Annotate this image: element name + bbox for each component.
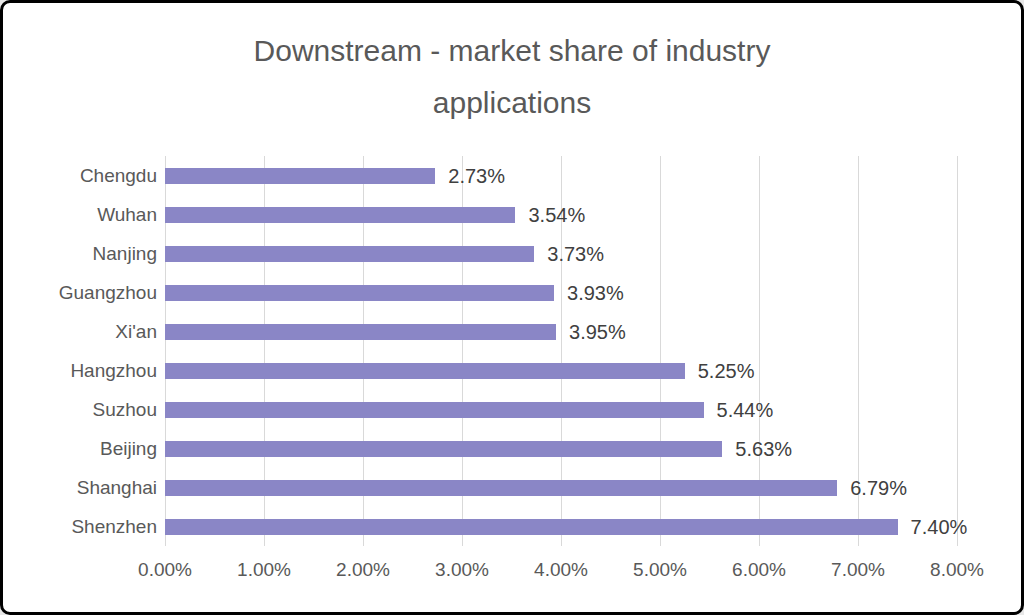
bar (165, 441, 722, 457)
bar (165, 480, 837, 496)
x-axis: 0.00%1.00%2.00%3.00%4.00%5.00%6.00%7.00%… (165, 559, 957, 589)
bar (165, 363, 685, 379)
value-label: 3.95% (569, 322, 626, 342)
bar-row: 5.44% (165, 390, 957, 429)
value-label: 5.63% (735, 439, 792, 459)
category-label: Beijing (3, 429, 157, 468)
bar (165, 168, 435, 184)
x-tick-label: 8.00% (930, 559, 984, 581)
bar-row: 3.93% (165, 273, 957, 312)
gridline (957, 156, 958, 546)
bar-rows: 2.73% 3.54% 3.73% 3.93% 3.95% 5.25% 5.44% 5.63%… (165, 156, 957, 546)
category-label: Hangzhou (3, 351, 157, 390)
x-tick-label: 4.00% (534, 559, 588, 581)
chart-title: Downstream - market share of industry ap… (182, 25, 842, 129)
bar-row: 2.73% (165, 156, 957, 195)
value-label: 5.44% (717, 400, 774, 420)
bar (165, 324, 556, 340)
y-axis-category-labels: ChengduWuhanNanjingGuangzhouXi'anHangzho… (3, 156, 157, 546)
category-label: Nanjing (3, 234, 157, 273)
value-label: 3.93% (567, 283, 624, 303)
bar-row: 6.79% (165, 468, 957, 507)
category-label: Wuhan (3, 195, 157, 234)
category-label: Chengdu (3, 156, 157, 195)
x-tick-label: 2.00% (336, 559, 390, 581)
category-label: Suzhou (3, 390, 157, 429)
x-tick-label: 6.00% (732, 559, 786, 581)
category-label: Shanghai (3, 468, 157, 507)
value-label: 2.73% (448, 166, 505, 186)
bar (165, 519, 898, 535)
bar-row: 3.73% (165, 234, 957, 273)
chart-frame: Downstream - market share of industry ap… (0, 0, 1024, 615)
bar (165, 207, 515, 223)
bar-row: 3.95% (165, 312, 957, 351)
x-tick-label: 5.00% (633, 559, 687, 581)
x-tick-label: 0.00% (138, 559, 192, 581)
value-label: 3.73% (547, 244, 604, 264)
bar-row: 5.25% (165, 351, 957, 390)
x-tick-label: 3.00% (435, 559, 489, 581)
bar-row: 3.54% (165, 195, 957, 234)
bar-row: 5.63% (165, 429, 957, 468)
value-label: 7.40% (911, 517, 968, 537)
bar-row: 7.40% (165, 507, 957, 546)
plot-area: 2.73% 3.54% 3.73% 3.93% 3.95% 5.25% 5.44% 5.63%… (165, 156, 957, 546)
bar (165, 246, 534, 262)
value-label: 6.79% (850, 478, 907, 498)
category-label: Xi'an (3, 312, 157, 351)
bar (165, 285, 554, 301)
value-label: 5.25% (698, 361, 755, 381)
category-label: Shenzhen (3, 507, 157, 546)
bar (165, 402, 704, 418)
x-tick-label: 1.00% (237, 559, 291, 581)
value-label: 3.54% (528, 205, 585, 225)
x-tick-label: 7.00% (831, 559, 885, 581)
category-label: Guangzhou (3, 273, 157, 312)
